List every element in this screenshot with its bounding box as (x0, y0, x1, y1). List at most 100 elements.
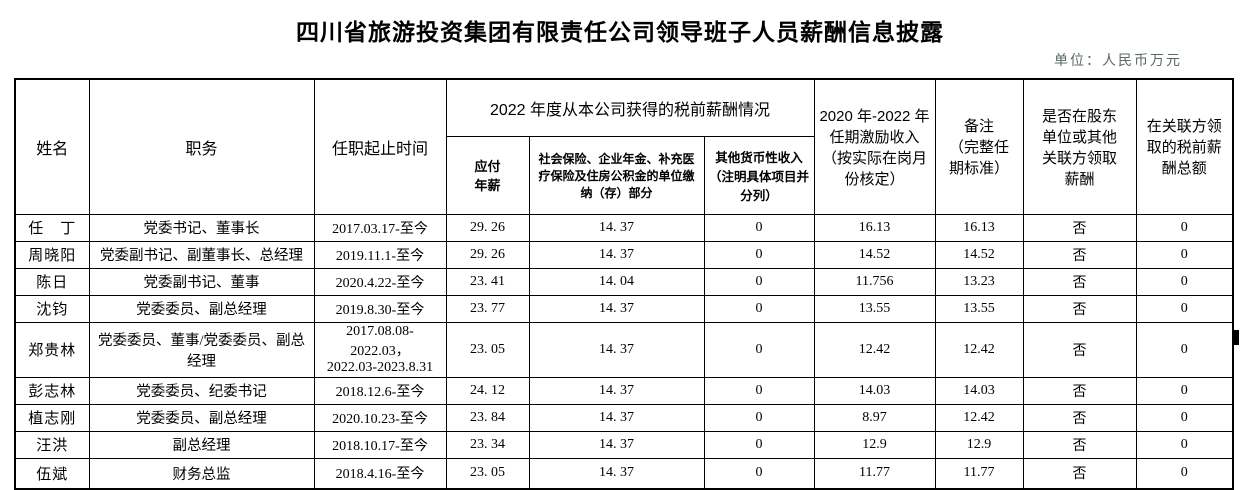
cell-related-total: 0 (1135, 403, 1234, 432)
cell-name: 陈日 (14, 267, 90, 296)
cell-position: 财务总监 (88, 457, 315, 490)
cell-related-total: 0 (1135, 240, 1234, 269)
col-header-remark: 备注 （完整任 期标准） (934, 78, 1024, 215)
cell-payable-salary: 23. 05 (445, 321, 530, 378)
cell-related-total: 0 (1135, 376, 1234, 405)
cell-incentive-income: 16.13 (813, 213, 936, 242)
cell-payable-salary: 24. 12 (445, 376, 530, 405)
table-header: 姓名 职务 任职起止时间 2022 年度从本公司获得的税前薪酬情况 2020 年… (14, 78, 1234, 215)
col-header-related-party-total: 在关联方领取的税前薪酬总额 (1135, 78, 1234, 215)
cell-tenure: 2017.03.17-至今 (313, 213, 447, 242)
cell-position: 党委副书记、副董事长、总经理 (88, 240, 315, 269)
table-row: 任 丁 党委书记、董事长 2017.03.17-至今 29. 26 14. 37… (14, 213, 1234, 242)
cell-related-party: 否 (1022, 240, 1137, 269)
cell-remark: 12.9 (934, 430, 1024, 459)
cell-name: 汪洪 (14, 430, 90, 459)
cell-related-party: 否 (1022, 403, 1137, 432)
unit-note: 单位：人民币万元 (1054, 54, 1182, 69)
cell-other-income: 0 (703, 430, 815, 459)
cell-tenure: 2020.4.22-至今 (313, 267, 447, 296)
cell-remark: 13.23 (934, 267, 1024, 296)
col-header-other-income: 其他货币性收入（注明具体项目并分列） (703, 135, 815, 215)
cell-name: 彭志林 (14, 376, 90, 405)
cell-social-insurance: 14. 37 (528, 376, 705, 405)
cell-social-insurance: 14. 37 (528, 321, 705, 378)
cell-related-total: 0 (1135, 321, 1234, 378)
cell-social-insurance: 14. 37 (528, 213, 705, 242)
cell-incentive-income: 11.756 (813, 267, 936, 296)
cell-other-income: 0 (703, 321, 815, 378)
table-row: 彭志林 党委委员、纪委书记 2018.12.6-至今 24. 12 14. 37… (14, 376, 1234, 405)
col-header-social-insurance: 社会保险、企业年金、补充医疗保险及住房公积金的单位缴纳（存）部分 (528, 135, 705, 215)
table-row: 郑贵林 党委委员、董事/党委委员、副总经理 2017.08.08-2022.03… (14, 321, 1234, 378)
cell-name: 伍斌 (14, 457, 90, 490)
cell-payable-salary: 23. 41 (445, 267, 530, 296)
cell-name: 周晓阳 (14, 240, 90, 269)
cell-payable-salary: 23. 34 (445, 430, 530, 459)
table-row: 植志刚 党委委员、副总经理 2020.10.23-至今 23. 84 14. 3… (14, 403, 1234, 432)
cell-position: 党委书记、董事长 (88, 213, 315, 242)
header-row-1: 姓名 职务 任职起止时间 2022 年度从本公司获得的税前薪酬情况 2020 年… (14, 78, 1234, 215)
cell-name: 植志刚 (14, 403, 90, 432)
salary-table: 姓名 职务 任职起止时间 2022 年度从本公司获得的税前薪酬情况 2020 年… (14, 78, 1235, 490)
col-header-tenure: 任职起止时间 (313, 78, 447, 215)
cell-social-insurance: 14. 04 (528, 267, 705, 296)
cursor-artifact (1234, 330, 1239, 345)
cell-other-income: 0 (703, 267, 815, 296)
table-row: 陈日 党委副书记、董事 2020.4.22-至今 23. 41 14. 04 0… (14, 267, 1234, 296)
cell-tenure: 2017.08.08-2022.03， 2022.03-2023.8.31 (313, 321, 447, 378)
cell-payable-salary: 29. 26 (445, 240, 530, 269)
cell-related-party: 否 (1022, 321, 1137, 378)
cell-name: 任 丁 (14, 213, 90, 242)
cell-remark: 12.42 (934, 321, 1024, 378)
col-header-payable-salary: 应付 年薪 (445, 135, 530, 215)
cell-social-insurance: 14. 37 (528, 430, 705, 459)
col-header-related-party-pay: 是否在股东单位或其他关联方领取薪酬 (1022, 78, 1137, 215)
cell-related-total: 0 (1135, 267, 1234, 296)
cell-position: 党委副书记、董事 (88, 267, 315, 296)
cell-name: 郑贵林 (14, 321, 90, 378)
cell-remark: 14.03 (934, 376, 1024, 405)
cell-remark: 13.55 (934, 294, 1024, 323)
cell-position: 党委委员、董事/党委委员、副总经理 (88, 321, 315, 378)
cell-incentive-income: 14.03 (813, 376, 936, 405)
table-row: 汪洪 副总经理 2018.10.17-至今 23. 34 14. 37 0 12… (14, 430, 1234, 459)
cell-other-income: 0 (703, 403, 815, 432)
cell-related-total: 0 (1135, 213, 1234, 242)
cell-tenure: 2020.10.23-至今 (313, 403, 447, 432)
cell-tenure: 2018.4.16-至今 (313, 457, 447, 490)
cell-related-party: 否 (1022, 430, 1137, 459)
cell-incentive-income: 12.9 (813, 430, 936, 459)
cell-related-total: 0 (1135, 294, 1234, 323)
cell-related-total: 0 (1135, 457, 1234, 490)
cell-payable-salary: 23. 84 (445, 403, 530, 432)
cell-tenure: 2019.11.1-至今 (313, 240, 447, 269)
cell-incentive-income: 8.97 (813, 403, 936, 432)
cell-incentive-income: 14.52 (813, 240, 936, 269)
cell-name: 沈钧 (14, 294, 90, 323)
cell-incentive-income: 13.55 (813, 294, 936, 323)
cell-social-insurance: 14. 37 (528, 457, 705, 490)
cell-payable-salary: 23. 77 (445, 294, 530, 323)
col-header-name: 姓名 (14, 78, 90, 215)
cell-remark: 14.52 (934, 240, 1024, 269)
cell-remark: 11.77 (934, 457, 1024, 490)
cell-social-insurance: 14. 37 (528, 403, 705, 432)
table-row: 沈钧 党委委员、副总经理 2019.8.30-至今 23. 77 14. 37 … (14, 294, 1234, 323)
cell-social-insurance: 14. 37 (528, 294, 705, 323)
cell-social-insurance: 14. 37 (528, 240, 705, 269)
cell-other-income: 0 (703, 457, 815, 490)
cell-related-party: 否 (1022, 376, 1137, 405)
cell-related-party: 否 (1022, 457, 1137, 490)
header-row-2: 应付 年薪 社会保险、企业年金、补充医疗保险及住房公积金的单位缴纳（存）部分 其… (15, 135, 1233, 215)
cell-remark: 16.13 (934, 213, 1024, 242)
cell-payable-salary: 23. 05 (445, 457, 530, 490)
cell-related-total: 0 (1135, 430, 1234, 459)
cell-remark: 12.42 (934, 403, 1024, 432)
cell-position: 党委委员、副总经理 (88, 403, 315, 432)
page-title: 四川省旅游投资集团有限责任公司领导班子人员薪酬信息披露 (296, 19, 944, 45)
cell-position: 党委委员、纪委书记 (88, 376, 315, 405)
cell-other-income: 0 (703, 294, 815, 323)
cell-tenure: 2018.10.17-至今 (313, 430, 447, 459)
